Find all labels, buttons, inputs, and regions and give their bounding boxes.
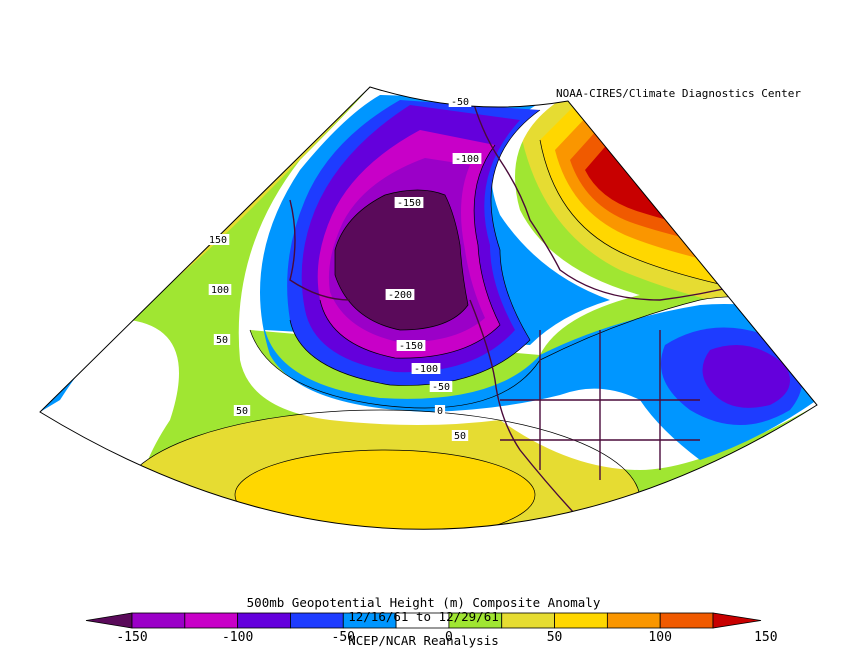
contour-label-bg bbox=[233, 405, 251, 416]
contour-label: 50 bbox=[454, 431, 466, 442]
colorbar-tick-label: 100 bbox=[648, 630, 672, 645]
contour-label: -150 bbox=[399, 341, 423, 352]
contour-label-bg bbox=[396, 340, 426, 351]
contour-label-bg bbox=[411, 363, 441, 374]
contour-label: 50 bbox=[216, 335, 228, 346]
contour-label: -100 bbox=[414, 364, 438, 375]
contour-label-bg bbox=[429, 381, 453, 392]
contour-label: -100 bbox=[455, 154, 479, 165]
chart-title: 500mb Geopotential Height (m) Composite … bbox=[246, 595, 601, 610]
contour-label: 100 bbox=[211, 285, 229, 296]
contour-label: 150 bbox=[209, 235, 227, 246]
dataset-name: NCEP/NCAR Reanalysis bbox=[348, 633, 499, 648]
contour-label-bg bbox=[385, 289, 415, 300]
colorbar-tick-label: 150 bbox=[754, 630, 778, 645]
contour-label: -50 bbox=[432, 382, 450, 393]
date-range: 12/16/61 to 12/29/61 bbox=[348, 609, 499, 624]
credit-text: NOAA-CIRES/Climate Diagnostics Center bbox=[556, 87, 802, 100]
colorbar bbox=[85, 612, 762, 629]
contour-labels: -50 -100 -150 -200 -150 -100 -50 0 50 50 50 100 150 bbox=[206, 96, 482, 442]
contour-label: -50 bbox=[451, 97, 469, 108]
contour-label-bg bbox=[448, 96, 472, 107]
contour-label: 50 bbox=[236, 406, 248, 417]
colorbar-max-arrow bbox=[712, 612, 762, 629]
contour-label-bg bbox=[451, 430, 469, 441]
colorbar-tick-label: -50 bbox=[331, 630, 356, 645]
colorbar-tick-label: -100 bbox=[221, 630, 254, 645]
contour-label: -150 bbox=[397, 198, 421, 209]
contour-label-bg bbox=[206, 234, 230, 245]
contour-label-bg bbox=[213, 334, 231, 345]
contour-label-bg bbox=[434, 405, 446, 416]
colorbar-tick-label: -150 bbox=[116, 630, 148, 645]
contour-label-bg bbox=[208, 284, 232, 295]
contour-label-bg bbox=[452, 153, 482, 164]
colorbar-tick-label: 50 bbox=[546, 630, 563, 645]
contour-label-bg bbox=[394, 197, 424, 208]
colorbar-tick-label: 0 bbox=[444, 630, 453, 645]
contour-label: 0 bbox=[437, 406, 443, 417]
coastlines bbox=[289, 89, 741, 530]
contour-label: -200 bbox=[388, 290, 412, 301]
